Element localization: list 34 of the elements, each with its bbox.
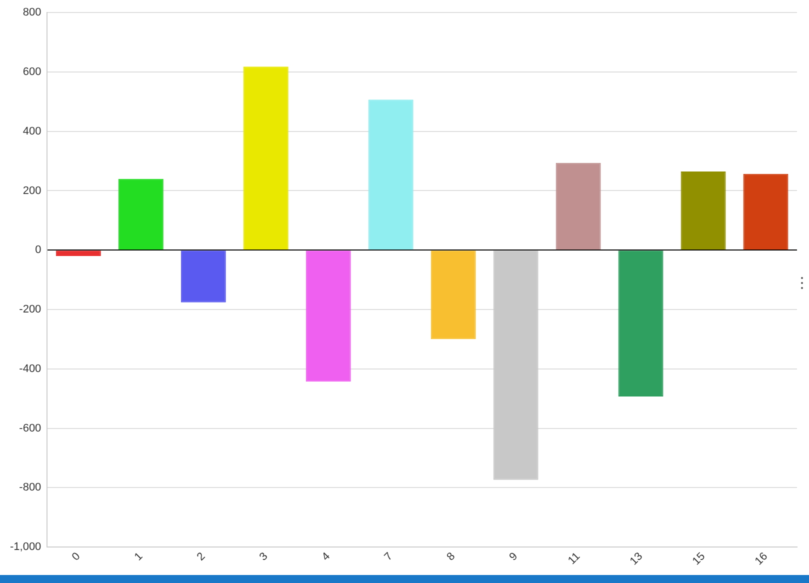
y-tick-label: -600: [19, 422, 42, 434]
y-tick-label: -400: [19, 362, 42, 375]
x-tick-label: 16: [752, 550, 770, 568]
bar: [118, 178, 164, 250]
bar: [556, 162, 601, 250]
y-tick-label: 200: [22, 184, 42, 197]
x-tick-label: 11: [566, 550, 583, 568]
bar: [56, 250, 101, 256]
x-tick-label: 15: [690, 550, 708, 568]
bar: [368, 100, 414, 250]
y-tick-label: 600: [22, 66, 42, 78]
bar: [180, 250, 226, 302]
bar: [618, 250, 664, 396]
bar: [430, 250, 476, 340]
x-tick-label: 8: [444, 550, 458, 564]
y-tick-label: 800: [22, 6, 42, 19]
y-tick-label: 0: [35, 244, 42, 256]
y-tick-label: -200: [19, 304, 42, 316]
bar: [743, 174, 788, 250]
x-tick-label: 7: [382, 550, 396, 564]
x-tick-label: 1: [132, 550, 146, 564]
x-tick-label: 4: [320, 550, 333, 564]
bar: [493, 250, 538, 480]
x-tick-label: 0: [70, 550, 83, 564]
y-tick-label: -1,000: [10, 541, 42, 554]
x-tick-label: 13: [628, 550, 646, 568]
y-tick-label: -800: [19, 482, 42, 494]
bar: [306, 250, 351, 382]
x-tick-label: 3: [257, 550, 270, 564]
x-tick-label: 9: [507, 550, 520, 564]
x-tick-label: 2: [194, 550, 208, 564]
bar: [680, 171, 726, 250]
bar: [243, 66, 288, 250]
y-tick-label: 400: [22, 125, 42, 138]
